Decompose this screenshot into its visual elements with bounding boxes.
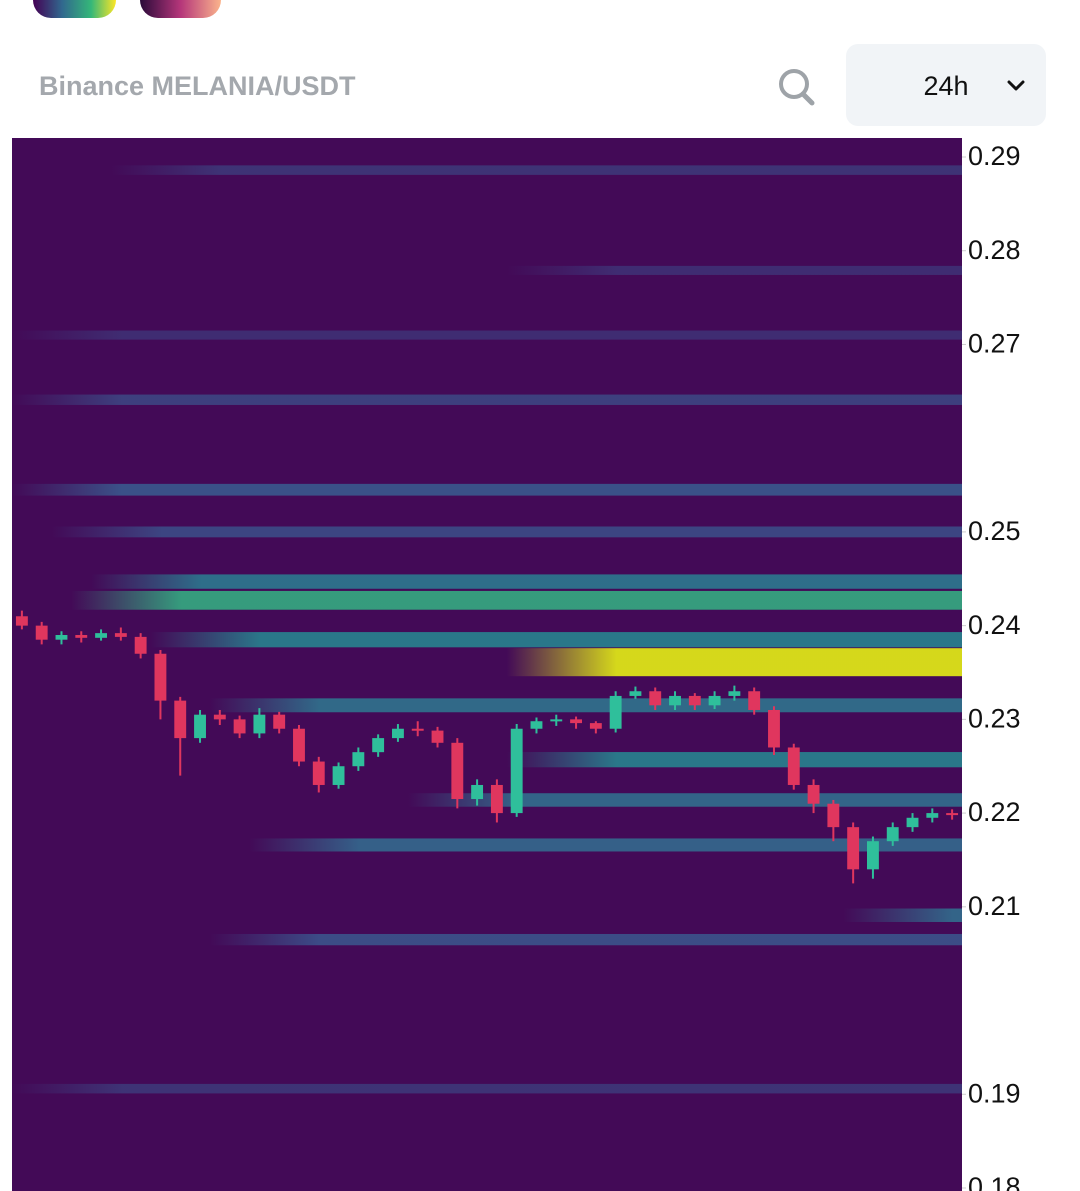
candle-body <box>847 827 860 870</box>
heatmap-band <box>249 838 962 852</box>
candle-body <box>352 752 365 767</box>
candle-body <box>174 700 187 739</box>
candle-body <box>431 730 444 743</box>
search-button[interactable] <box>779 69 815 106</box>
heatmap-band <box>506 648 962 677</box>
heatmap-band <box>12 394 962 405</box>
y-tick-label: 0.27 <box>968 329 1021 359</box>
candle-body <box>570 719 582 724</box>
candle-body <box>490 784 503 814</box>
heatmap-band <box>209 933 962 946</box>
candle-body <box>827 803 840 828</box>
heatmap-band <box>12 1083 962 1094</box>
heatmap-band <box>150 632 962 648</box>
timeframe-dropdown[interactable]: 24h <box>846 44 1046 126</box>
candle-body <box>867 841 879 870</box>
candle-body <box>392 728 404 739</box>
candle-body <box>649 691 662 706</box>
y-tick-label: 0.25 <box>968 516 1021 546</box>
heatmap-band <box>110 165 963 175</box>
y-tick-label: 0.24 <box>968 610 1021 640</box>
chart-title: Binance MELANIA/USDT <box>39 71 356 101</box>
candle-body <box>589 723 602 729</box>
heatmap-band <box>71 590 962 610</box>
candle-body <box>728 691 741 696</box>
candle-body <box>787 747 800 785</box>
candle-body <box>233 719 246 734</box>
y-tick-label: 0.18 <box>968 1172 1021 1191</box>
candle-body <box>708 695 721 706</box>
candle-body <box>15 616 28 626</box>
heatmap-band <box>506 752 962 768</box>
candle-body <box>332 766 345 785</box>
legend-swatch <box>140 0 221 18</box>
plot-area <box>12 165 963 1094</box>
y-tick-label: 0.29 <box>968 141 1021 171</box>
legend-swatch <box>33 0 116 18</box>
candle-body <box>609 695 622 729</box>
heatmap-band <box>12 330 962 340</box>
heatmap-band <box>506 265 962 275</box>
y-tick-label: 0.28 <box>968 235 1021 265</box>
candle-body <box>134 636 147 654</box>
candle-body <box>154 653 167 701</box>
y-tick-label: 0.21 <box>968 891 1021 921</box>
y-tick-label: 0.19 <box>968 1078 1021 1108</box>
heatmap-band <box>91 574 962 589</box>
candle-body <box>411 728 424 731</box>
candle-body <box>75 635 88 638</box>
candle-body <box>688 695 701 706</box>
candle-body <box>807 784 820 804</box>
candle-body <box>213 714 226 720</box>
candle-body <box>253 714 266 734</box>
candle-body <box>55 635 68 640</box>
timeframe-label: 24h <box>923 71 968 101</box>
candle-body <box>35 625 48 640</box>
heatmap-band <box>407 793 962 807</box>
candle-body <box>629 691 642 696</box>
candle-body <box>530 721 543 729</box>
candle-body <box>372 738 385 753</box>
candle-body <box>451 742 464 800</box>
candle-body <box>906 817 919 828</box>
candle-body <box>926 813 939 818</box>
candle-body <box>748 691 761 710</box>
candle-body <box>293 728 305 762</box>
y-tick-label: 0.22 <box>968 797 1021 827</box>
candle-body <box>471 784 484 800</box>
candle-body <box>886 827 899 842</box>
heatmap-band <box>843 908 962 922</box>
candle-body <box>510 728 523 814</box>
candle-body <box>114 633 127 637</box>
candle-body <box>194 714 206 739</box>
heatmap-band <box>12 483 962 496</box>
y-axis: 0.29 0.28 0.27 0.25 0.24 0.23 0.22 0.21 0.19 0.18 <box>962 141 1021 1191</box>
heatmap-band <box>51 526 963 538</box>
candle-body <box>312 761 325 785</box>
candle-body <box>550 719 563 722</box>
heatmap-band <box>209 698 962 713</box>
candle-body <box>768 709 780 748</box>
candle-body <box>669 695 681 706</box>
candle-body <box>946 813 959 816</box>
y-tick-label: 0.23 <box>968 703 1021 733</box>
candle-body <box>95 633 107 638</box>
candle-body <box>273 714 286 729</box>
